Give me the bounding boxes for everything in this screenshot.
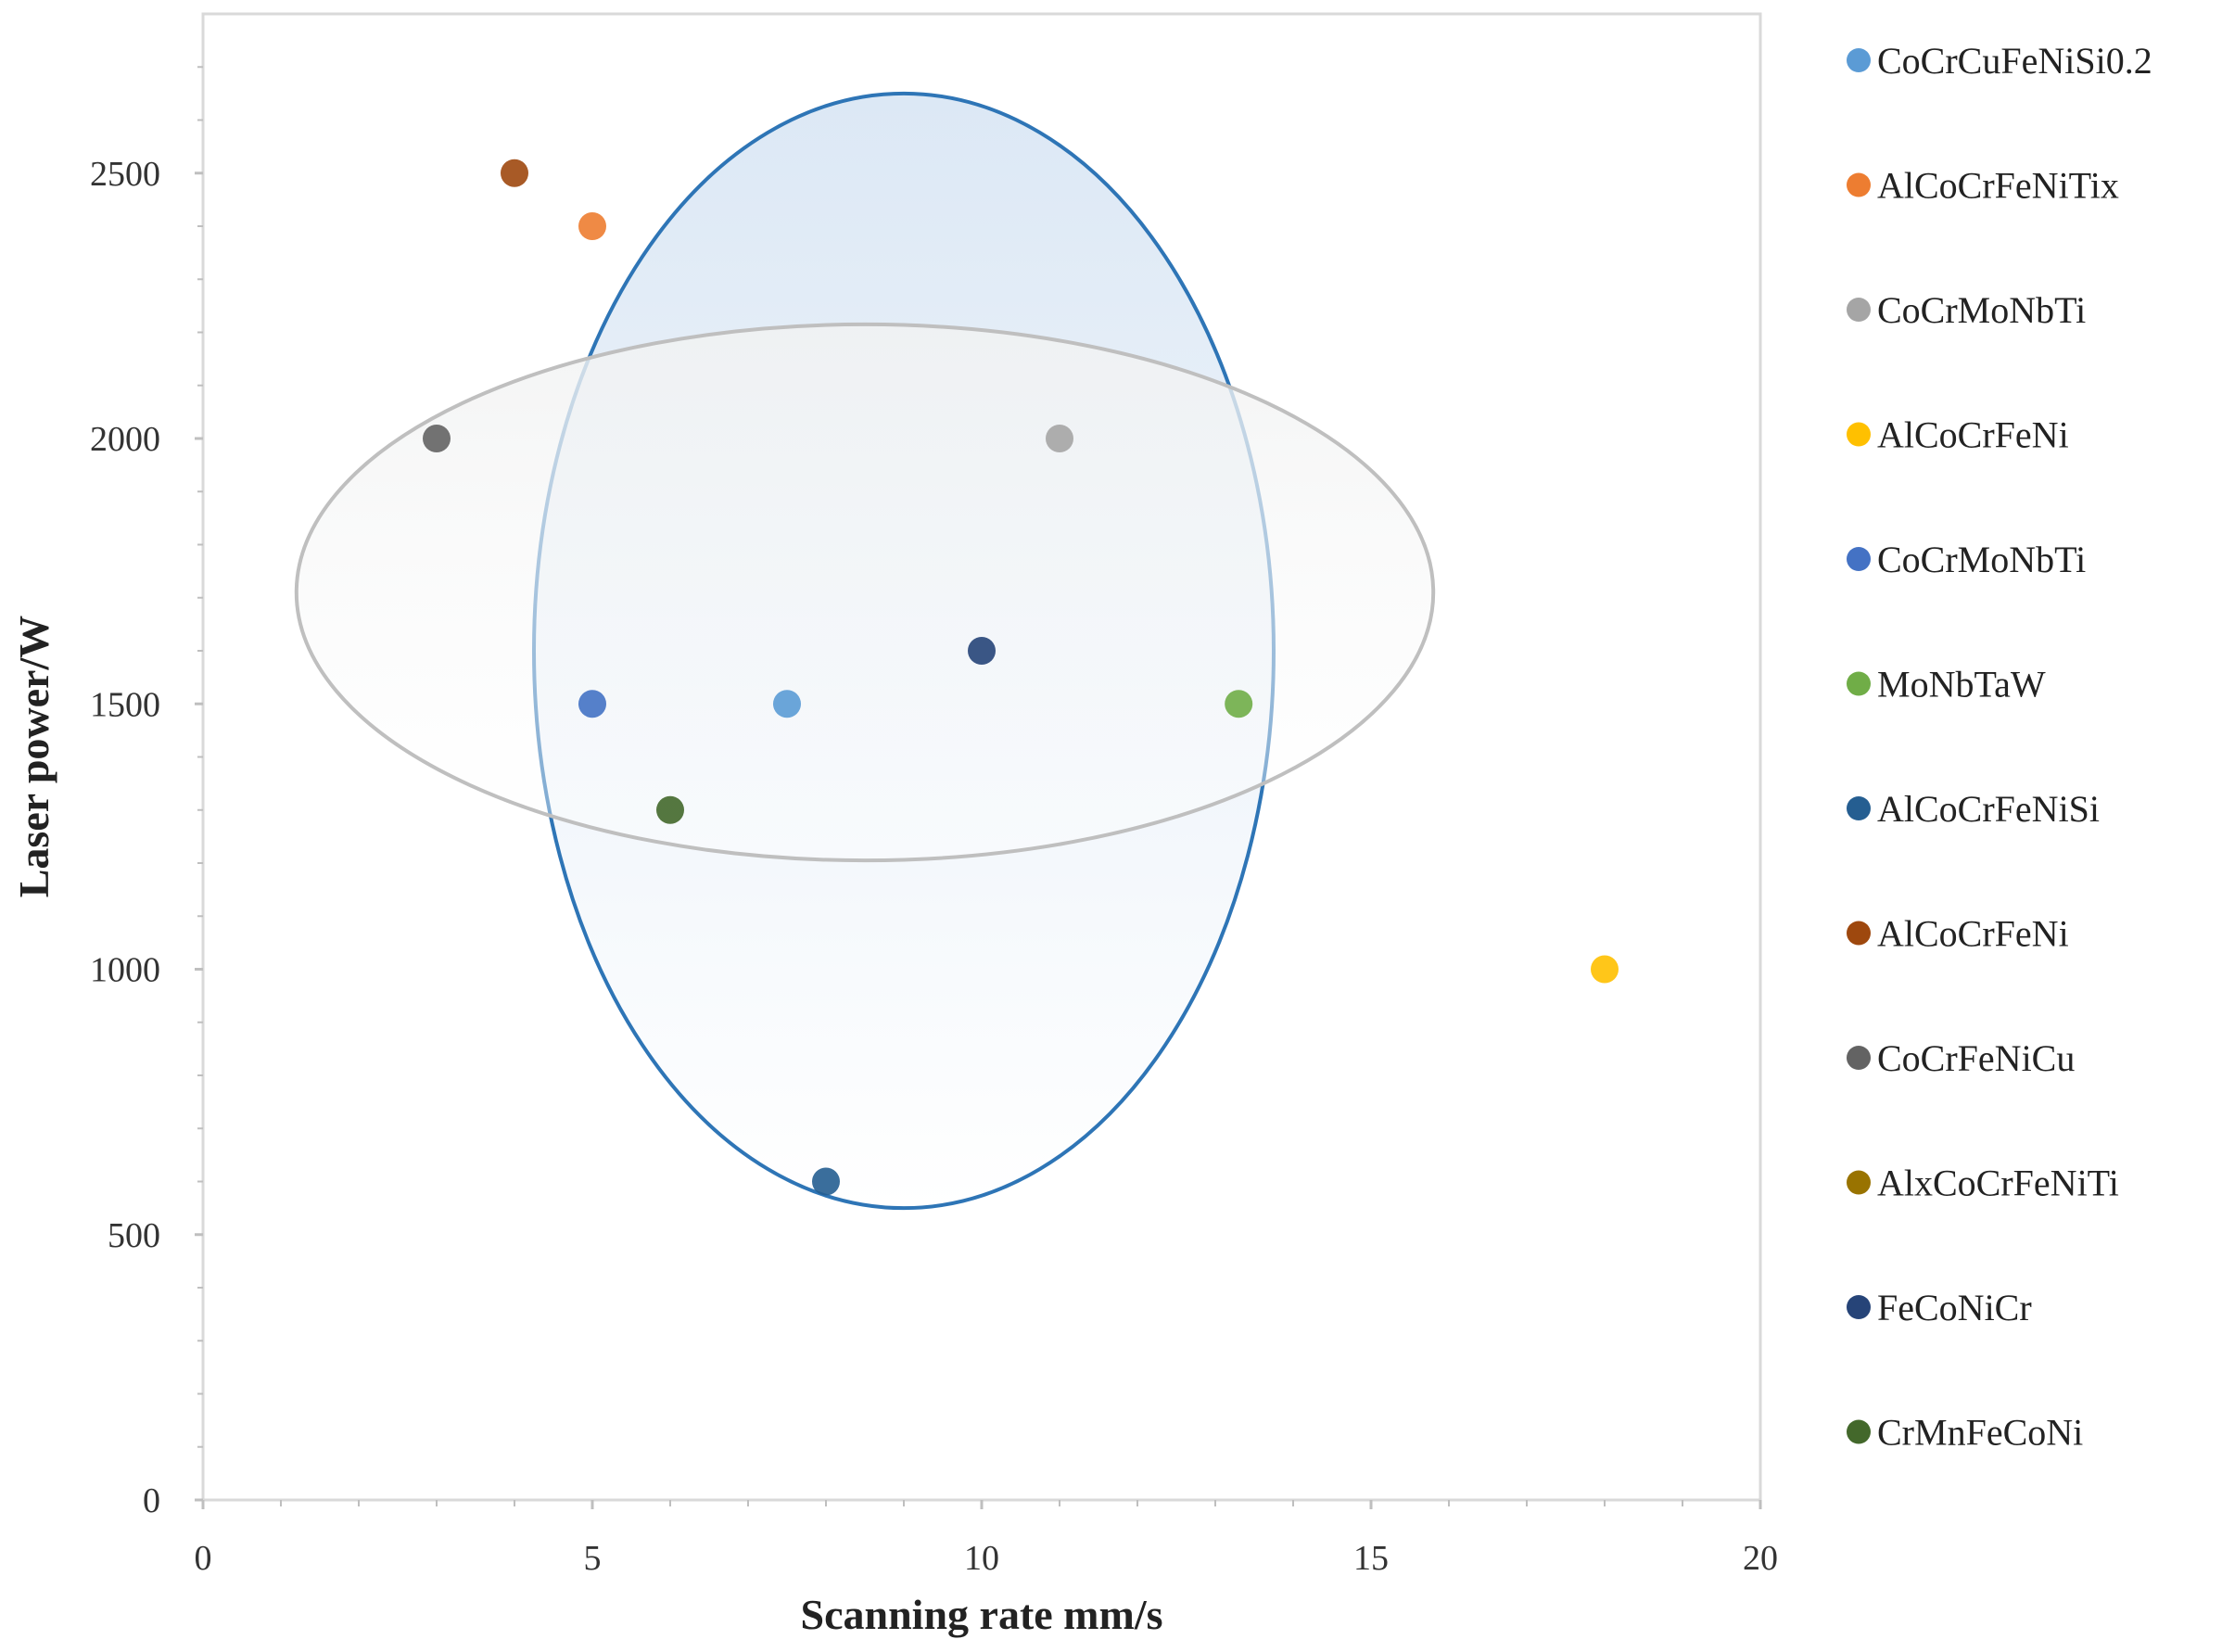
y-tick-label: 1000 — [90, 951, 160, 990]
legend-marker — [1847, 1295, 1871, 1319]
point-layer — [423, 159, 1619, 1196]
data-point — [501, 159, 528, 187]
legend-item: CoCrMoNbTi — [1847, 539, 2086, 580]
legend-item: CrMnFeCoNi — [1847, 1412, 2083, 1454]
legend-label: CoCrCuFeNiSi0.2 — [1877, 40, 2152, 82]
legend-label: AlxCoCrFeNiTi — [1877, 1163, 2119, 1204]
data-point — [578, 212, 606, 240]
legend-label: CoCrMoNbTi — [1877, 289, 2086, 331]
data-point — [1591, 955, 1619, 984]
legend-label: CrMnFeCoNi — [1877, 1412, 2083, 1454]
data-point — [1046, 425, 1073, 452]
data-point — [968, 637, 996, 665]
legend-marker — [1847, 671, 1871, 696]
legend-item: AlCoCrFeNiTix — [1847, 165, 2119, 207]
y-axis-title: Laser power/W — [10, 616, 57, 898]
legend-marker — [1847, 298, 1871, 322]
legend-marker — [1847, 1170, 1871, 1195]
legend-label: AlCoCrFeNi — [1877, 913, 2069, 955]
legend-marker — [1847, 547, 1871, 571]
x-tick-label: 10 — [964, 1539, 999, 1578]
data-point — [578, 690, 606, 718]
legend-item: FeCoNiCr — [1847, 1287, 2032, 1328]
annotation-layer — [294, 91, 1436, 1211]
legend-item: CoCrFeNiCu — [1847, 1037, 2075, 1079]
y-tick-label: 2500 — [90, 155, 160, 194]
legend-marker — [1847, 796, 1871, 820]
axis-layer: 0 500 1000 1500 2000 2500 0 5 10 15 20 — [90, 66, 1778, 1578]
y-tick-label: 500 — [108, 1216, 160, 1255]
y-tick-label: 1500 — [90, 685, 160, 724]
legend-label: MoNbTaW — [1877, 664, 2046, 705]
legend-label: CoCrMoNbTi — [1877, 539, 2086, 580]
legend-item: CoCrMoNbTi — [1847, 289, 2086, 331]
highlight-ellipse-2 — [294, 322, 1436, 863]
legend-item: CoCrCuFeNiSi0.2 — [1847, 40, 2152, 82]
legend-label: FeCoNiCr — [1877, 1287, 2032, 1328]
y-tick-label: 0 — [143, 1481, 160, 1520]
legend-item: AlCoCrFeNi — [1847, 414, 2069, 456]
data-point — [812, 1167, 840, 1196]
legend-marker — [1847, 422, 1871, 447]
legend-label: AlCoCrFeNiSi — [1877, 788, 2100, 830]
data-point — [1225, 690, 1253, 718]
x-axis-title: Scanning rate mm/s — [801, 1591, 1163, 1638]
legend-label: AlCoCrFeNi — [1877, 414, 2069, 456]
legend-marker — [1847, 48, 1871, 72]
legend-label: AlCoCrFeNiTix — [1877, 165, 2119, 207]
legend-item: MoNbTaW — [1847, 664, 2046, 705]
legend-item: AlxCoCrFeNiTi — [1847, 1163, 2119, 1204]
x-tick-label: 0 — [195, 1539, 212, 1578]
x-tick-label: 15 — [1353, 1539, 1389, 1578]
legend-item: AlCoCrFeNi — [1847, 913, 2069, 955]
legend: CoCrCuFeNiSi0.2 AlCoCrFeNiTix CoCrMoNbTi Al… — [1847, 40, 2152, 1454]
legend-marker — [1847, 921, 1871, 946]
legend-item: AlCoCrFeNiSi — [1847, 788, 2100, 830]
x-tick-label: 20 — [1743, 1539, 1778, 1578]
legend-label: CoCrFeNiCu — [1877, 1037, 2075, 1079]
legend-marker — [1847, 1419, 1871, 1444]
legend-marker — [1847, 1046, 1871, 1070]
data-point — [423, 425, 451, 452]
legend-marker — [1847, 172, 1871, 197]
y-tick-label: 2000 — [90, 420, 160, 459]
data-point — [656, 795, 684, 824]
x-tick-label: 5 — [584, 1539, 602, 1578]
data-point — [773, 690, 801, 718]
